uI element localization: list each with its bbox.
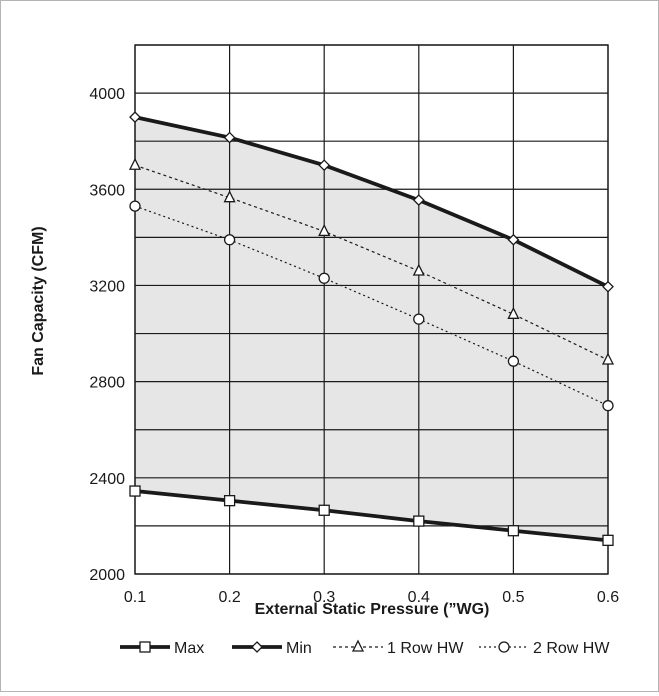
- circle-marker: [223, 234, 236, 246]
- square-marker: [602, 534, 614, 546]
- circle-marker: [602, 400, 614, 412]
- legend-item-max: Max: [120, 640, 204, 657]
- y-tick-label: 2000: [89, 567, 125, 584]
- y-axis-title: Fan Capacity (CFM): [30, 226, 47, 375]
- series-2-row-hw: [129, 200, 614, 412]
- legend-label: 1 Row HW: [387, 640, 464, 657]
- diamond-marker: [318, 159, 331, 172]
- square-marker: [129, 485, 141, 497]
- diamond-marker: [602, 280, 614, 293]
- x-tick-label: 0.5: [502, 589, 524, 606]
- square-marker: [318, 504, 330, 516]
- x-tick-label: 0.4: [408, 589, 430, 606]
- y-tick-label: 3600: [89, 182, 125, 199]
- plot-border: [134, 44, 609, 575]
- y-tick-label: 2800: [89, 375, 125, 392]
- triangle-marker: [128, 157, 142, 170]
- circle-marker: [507, 355, 520, 367]
- square-marker: [507, 525, 520, 537]
- y-tick-label: 4000: [89, 86, 125, 103]
- triangle-marker: [351, 639, 365, 652]
- diamond-marker: [129, 111, 141, 124]
- legend-label: Max: [174, 640, 204, 657]
- triangle-marker: [601, 352, 615, 365]
- diamond-marker: [223, 131, 236, 144]
- series-line-min: [134, 115, 609, 289]
- triangle-marker: [412, 263, 425, 276]
- x-tick-label: 0.2: [218, 589, 240, 606]
- triangle-marker: [318, 223, 331, 237]
- series-min: [129, 111, 614, 293]
- square-marker: [413, 515, 425, 527]
- legend-item-min: Min: [232, 640, 312, 657]
- square-marker: [139, 641, 151, 653]
- square-marker: [223, 495, 236, 507]
- shaded-region: [135, 117, 608, 541]
- y-tick-label: 2400: [89, 471, 125, 488]
- triangle-marker: [507, 306, 520, 319]
- shaded-region-layer: [135, 117, 608, 541]
- legend: Max Min 1 Row HW 2 Row HW: [120, 639, 610, 657]
- legend-item-2-row-hw: 2 Row HW: [479, 640, 610, 657]
- legend-label: Min: [286, 640, 312, 657]
- diamond-marker: [507, 233, 520, 246]
- series-line-2-row-hw: [134, 205, 609, 407]
- x-axis-title: External Static Pressure (”WG): [255, 601, 490, 618]
- x-tick-label: 0.3: [313, 589, 335, 606]
- circle-marker: [318, 272, 330, 284]
- series-max: [129, 485, 614, 546]
- circle-marker: [413, 313, 425, 325]
- x-tick-label: 0.1: [124, 589, 146, 606]
- x-tick-label: 0.6: [597, 589, 619, 606]
- triangle-marker: [223, 190, 236, 203]
- circle-marker: [498, 641, 510, 653]
- legend-item-1-row-hw: 1 Row HW: [333, 639, 464, 657]
- series-line-max: [134, 489, 609, 543]
- diamond-marker: [251, 641, 263, 653]
- series-layer: [128, 111, 615, 546]
- tick-labels: 0.1 0.2 0.3 0.4 0.5 0.6 2000 2400 2800 3200 3600 40…: [89, 86, 619, 606]
- circle-marker: [129, 200, 141, 212]
- series-1-row-hw: [128, 157, 615, 365]
- diamond-marker: [412, 194, 425, 207]
- legend-label: 2 Row HW: [533, 640, 610, 657]
- y-tick-label: 3200: [89, 278, 125, 295]
